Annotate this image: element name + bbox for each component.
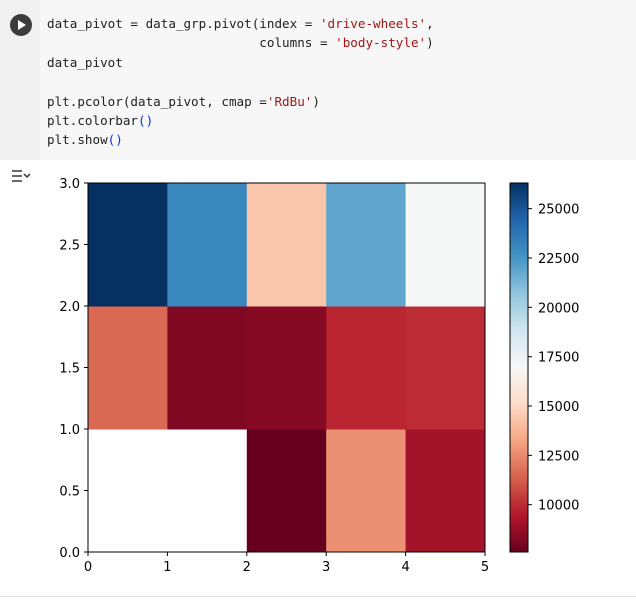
code-cell[interactable]: data_pivot = data_grp.pivot(index = 'dri… [0,0,636,160]
y-tick-label: 2.5 [59,239,80,254]
code-line: data_pivot [47,53,434,72]
code-token: ) [426,35,434,51]
code-line: plt.pcolor(data_pivot, cmap ='RdBu') [47,92,434,111]
code-token: plt.colorbar [47,112,138,128]
heatmap-cell [88,306,168,430]
heatmap-cell [246,183,327,307]
y-tick-label: 0.5 [59,485,80,500]
x-axis-ticks: 0 1 2 3 4 5 [84,552,489,575]
y-axis-ticks: 0.0 0.5 1.0 1.5 2.0 2.5 3.0 [59,177,88,561]
heatmap-cell [405,429,486,553]
y-tick-label: 0.0 [59,546,80,561]
heatmap-cell [246,429,327,553]
colorbar-ticks: 10000 12500 15000 17500 20000 22500 25000 [528,203,579,514]
heatmap-cell [326,429,407,553]
heatmap-cell [88,183,168,307]
code-line: plt.show() [47,130,434,149]
code-token: columns = [47,35,336,51]
code-token: plt.pcolor(data_pivot, cmap = [47,93,267,109]
x-tick-label: 3 [322,560,330,575]
x-tick-label: 2 [243,560,251,575]
code-line: plt.colorbar() [47,111,434,130]
y-tick-label: 3.0 [59,177,80,192]
code-token: data_pivot = data_grp.pivot(index = [47,16,320,31]
heatmap-cells [88,183,486,553]
x-tick-label: 5 [481,560,489,575]
colorbar-tick-label: 20000 [538,301,579,316]
cell-divider [0,596,636,597]
heatmap-cell [167,306,248,430]
colorbar-tick-label: 12500 [538,449,579,464]
y-tick-label: 2.0 [59,300,80,315]
heatmap-cell [167,429,248,553]
code-token: , [426,16,434,31]
output-settings-button[interactable] [10,167,32,185]
x-tick-label: 4 [401,560,409,575]
code-editor[interactable]: data_pivot = data_grp.pivot(index = 'dri… [47,14,434,150]
heatmap-cell [246,306,327,430]
colorbar-frame [509,182,529,553]
colorbar-tick-label: 15000 [538,400,579,415]
heatmap-cell [167,183,248,307]
code-token: 'RdBu' [266,93,313,109]
code-token: 'drive-wheels' [319,16,427,31]
code-line: data_pivot = data_grp.pivot(index = 'dri… [47,14,434,33]
code-token: data_pivot [47,54,123,70]
x-tick-label: 1 [163,560,171,575]
code-token: () [138,112,154,128]
output-settings-icon [12,170,31,182]
code-token: 'body-style' [335,35,427,51]
heatmap-cell [88,429,168,553]
code-token: () [107,132,123,148]
heatmap-cell [326,306,407,430]
run-cell-button[interactable] [10,14,32,36]
code-token: ) [312,93,320,109]
code-token: plt.show [47,132,108,148]
heatmap-cell [405,306,486,430]
colorbar-tick-label: 22500 [538,252,579,267]
colorbar [510,183,528,552]
colorbar-tick-label: 25000 [538,203,579,218]
x-tick-label: 0 [84,560,92,575]
y-tick-label: 1.5 [59,362,80,377]
colorbar-tick-label: 17500 [538,351,579,366]
colorbar-tick-label: 10000 [538,499,579,514]
heatmap-cell [405,183,486,307]
y-tick-label: 1.0 [59,423,80,438]
play-circle-icon [18,20,26,30]
heatmap-cell [326,183,407,307]
code-line: columns = 'body-style') [47,33,434,52]
